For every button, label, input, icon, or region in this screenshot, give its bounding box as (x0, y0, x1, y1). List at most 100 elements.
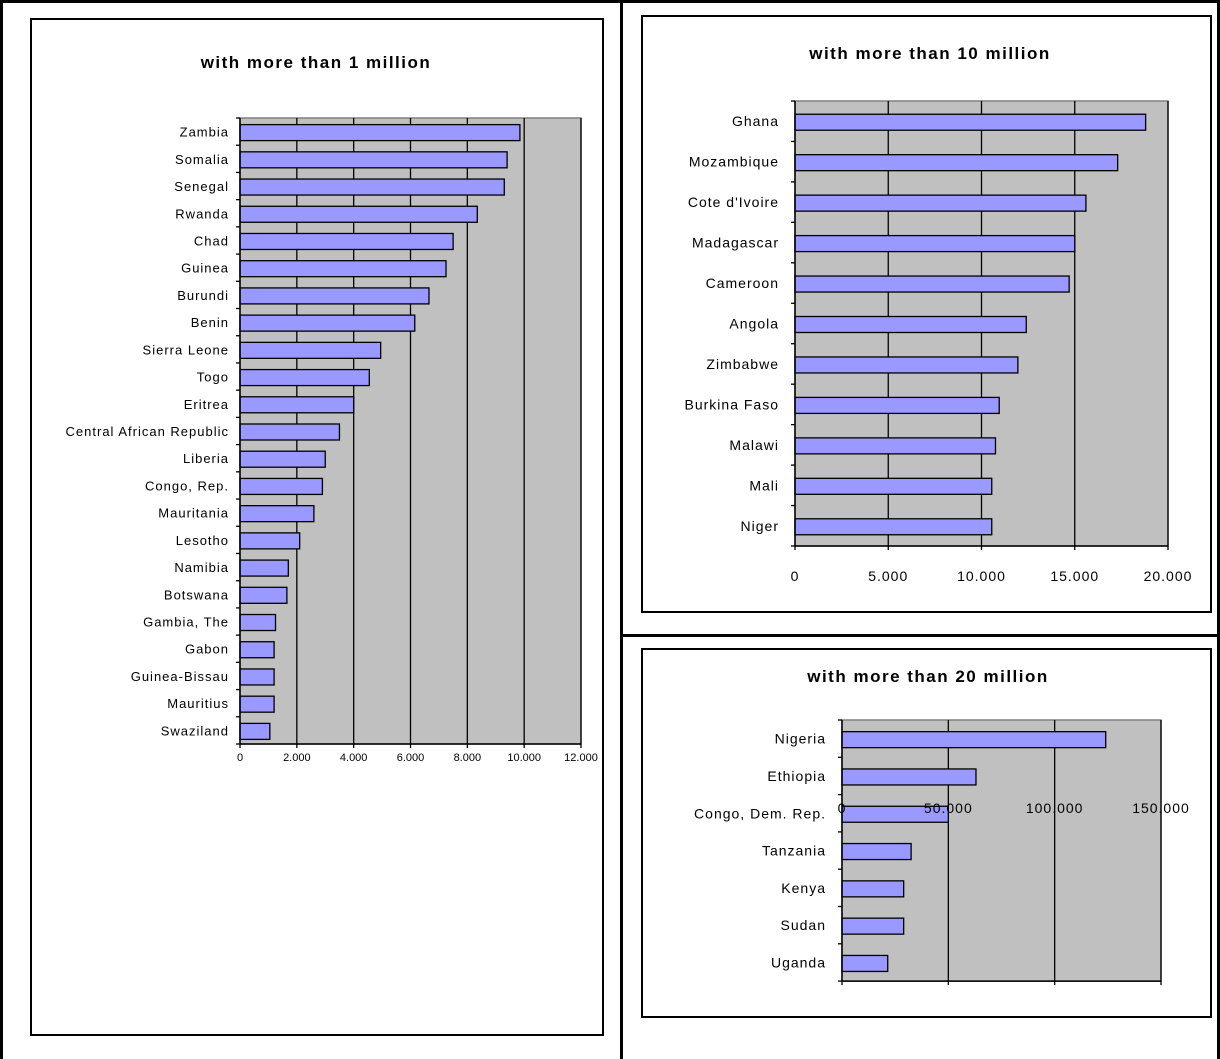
chart-1-bar (239, 260, 447, 278)
chart-1-category-label: Mauritania (158, 506, 229, 521)
chart-3-category-label: Nigeria (775, 731, 826, 747)
chart-3-bar (841, 917, 905, 935)
chart-2-x-tick-label: 10.000 (957, 568, 1006, 584)
chart-2-category-label: Malawi (729, 437, 779, 453)
vertical-divider (620, 0, 623, 1059)
chart-1-category-label: Zambia (180, 125, 229, 140)
chart-3-title: with more than 20 million (806, 667, 1049, 686)
chart-1-bar (239, 559, 289, 577)
chart-1-bar (239, 613, 277, 632)
chart-3-category-label: Congo, Dem. Rep. (694, 805, 826, 821)
chart-1-category-label: Gabon (185, 642, 229, 657)
chart-1-x-tick-label: 0 (237, 752, 243, 764)
chart-1-bar (239, 178, 505, 196)
chart-3-plot: Nigeria Ethiopia Congo, Dem. Rep. Tanzania K… (694, 719, 1190, 986)
chart-1-bar (239, 341, 382, 359)
chart-2-bar (794, 518, 993, 536)
chart-2-category-label: Cote d'Ivoire (688, 194, 779, 210)
chart-2-bar (794, 154, 1119, 172)
chart-1-bar (239, 641, 275, 659)
chart-1-category-label: Eritrea (184, 397, 229, 412)
chart-1-category-label: Chad (194, 233, 229, 248)
chart-3-category-label: Uganda (771, 954, 826, 970)
chart-2-bar (794, 356, 1019, 374)
chart-1-bar (239, 450, 326, 468)
chart-2-bar (794, 275, 1070, 293)
horizontal-divider (620, 634, 1220, 637)
chart-1-category-label: Lesotho (176, 533, 229, 548)
chart-1-category-label: Burundi (177, 288, 229, 303)
chart-1-x-tick-label: 10.000 (507, 752, 541, 764)
chart-1-bar (239, 287, 430, 305)
chart-2-category-label: Ghana (732, 113, 779, 129)
chart-1-category-label: Guinea-Bissau (131, 669, 229, 684)
chart-1-category-label: Congo, Rep. (145, 478, 229, 493)
chart-2-title: with more than 10 million (808, 44, 1051, 63)
chart-3-category-label: Ethiopia (767, 768, 826, 784)
chart-3-x-tick-label: 100.000 (1026, 800, 1084, 816)
chart-1-bar (239, 695, 275, 713)
chart-3-bar (841, 880, 905, 898)
chart-1-category-label: Somalia (175, 152, 229, 167)
chart-1-plot: Zambia Somalia Senegal Rwanda Chad Guinea Buru… (66, 117, 598, 764)
chart-2-category-label: Niger (741, 518, 779, 534)
chart-3-x-tick-label: 50.000 (924, 800, 973, 816)
chart-3-x-tick-label: 150.000 (1132, 800, 1190, 816)
chart-3-category-label: Kenya (781, 880, 826, 896)
chart-1-category-label: Swaziland (161, 723, 229, 738)
chart-3-x-tick-label: 0 (838, 800, 847, 816)
chart-3-category-label: Sudan (781, 917, 826, 933)
chart-1-category-label: Senegal (174, 179, 229, 194)
chart-1-bar (239, 123, 521, 142)
chart-1-bar (239, 423, 341, 441)
chart-2-x-tick-label: 0 (791, 568, 800, 584)
chart-1-category-label: Botswana (164, 587, 229, 602)
chart-3-category-label: Tanzania (762, 843, 826, 859)
chart-2-bar (794, 194, 1087, 212)
chart-1-title: with more than 1 million (200, 53, 432, 72)
chart-1-category-label: Mauritius (167, 696, 229, 711)
chart-2-bar (794, 234, 1076, 253)
chart-2-category-label: Angola (729, 316, 779, 332)
chart-1-category-label: Guinea (181, 261, 229, 276)
chart-1-category-label: Sierra Leone (143, 342, 229, 357)
chart-2-category-label: Burkina Faso (685, 396, 779, 412)
chart-1-bar (239, 151, 508, 169)
chart-2-category-label: Cameroon (706, 275, 779, 291)
chart-3-bar (841, 731, 1107, 749)
chart-1-category-label: Benin (191, 315, 229, 330)
chart-1-bar (239, 314, 416, 332)
chart-2-x-tick-label: 20.000 (1144, 568, 1193, 584)
chart-2-bar (794, 437, 997, 455)
chart-2-plot: Ghana Mozambique Cote d'Ivoire Madagascar Ca… (685, 100, 1193, 584)
chart-2-x-tick-label: 15.000 (1050, 568, 1099, 584)
chart-1-bar (239, 586, 288, 604)
chart-1-bar (239, 722, 271, 741)
chart-3-bar (841, 768, 977, 786)
chart-1-x-tick-label: 6.000 (397, 752, 425, 764)
chart-1-bar (239, 205, 478, 223)
chart-2-category-label: Zimbabwe (706, 356, 779, 372)
chart-2-bar (794, 315, 1027, 334)
chart-1-bar (239, 477, 324, 496)
chart-1-category-label: Gambia, The (143, 615, 229, 630)
chart-1-x-tick-label: 8.000 (454, 752, 482, 764)
chart-1-category-label: Liberia (183, 451, 229, 466)
chart-1-bar (239, 368, 370, 387)
chart-2-bar (794, 477, 993, 495)
chart-2-bar (794, 113, 1147, 131)
chart-1-category-label: Rwanda (175, 206, 229, 221)
chart-1-category-label: Togo (197, 370, 229, 385)
chart-1-category-label: Central African Republic (66, 424, 229, 439)
chart-2-category-label: Madagascar (692, 235, 779, 251)
chart-1-x-tick-label: 2.000 (283, 752, 311, 764)
chart-1-bar (239, 668, 275, 686)
chart-1-bar (239, 396, 355, 414)
chart-2-x-tick-label: 5.000 (868, 568, 908, 584)
chart-1-x-tick-label: 4.000 (340, 752, 368, 764)
chart-3-bar (841, 842, 912, 861)
chart-2-category-label: Mozambique (689, 154, 779, 170)
chart-2-bar (794, 396, 1000, 415)
